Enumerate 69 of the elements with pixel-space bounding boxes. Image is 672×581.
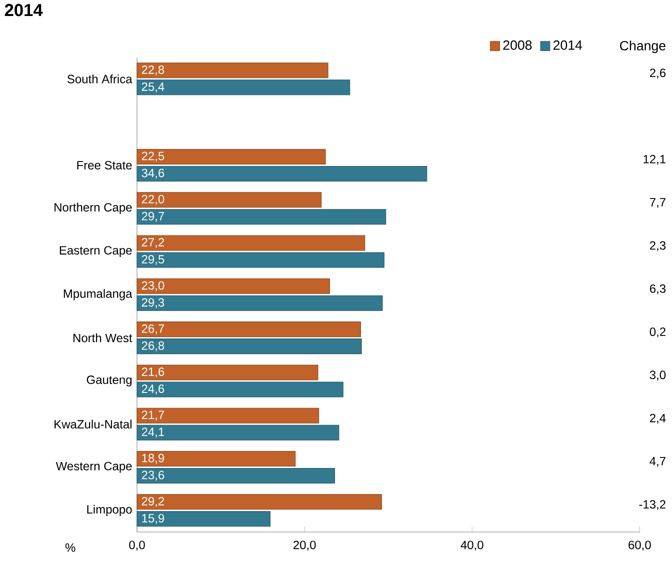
bar <box>136 338 362 354</box>
text: Change <box>620 40 666 54</box>
x-tick-label: 40,0 <box>460 540 484 551</box>
data-label: 21,6 <box>142 368 164 378</box>
bar <box>136 468 335 484</box>
y-tick-label: North West <box>73 333 132 342</box>
data-label: 15,9 <box>142 514 164 524</box>
y-tick-label: Northern Cape <box>54 202 132 214</box>
data-label: 23,0 <box>142 281 164 292</box>
bar <box>136 192 322 208</box>
bar <box>136 235 366 251</box>
text: 12,1 <box>644 154 666 165</box>
bar <box>136 252 384 268</box>
data-label: 21,7 <box>142 410 164 421</box>
y-tick-label: Free State <box>77 160 132 170</box>
bar <box>136 80 350 96</box>
data-label: 24,1 <box>142 428 164 438</box>
data-label: 22,5 <box>142 152 164 162</box>
legend-label: 2008 <box>503 40 532 50</box>
text: 3,0 <box>650 370 666 381</box>
x-axis-title: % <box>65 543 76 552</box>
bar <box>136 148 326 164</box>
data-label: 26,7 <box>142 324 164 334</box>
data-label: 18,9 <box>142 454 164 464</box>
bar <box>136 322 361 338</box>
legend-label: 2014 <box>553 40 582 50</box>
text: 2,6 <box>650 68 666 79</box>
y-tick-label: Mpumalanga <box>64 289 132 300</box>
chart-title: 2014 <box>4 4 43 16</box>
y-tick-label: Western Cape <box>56 462 132 473</box>
x-tick-label: 20,0 <box>293 540 316 551</box>
data-label: 29,3 <box>142 298 164 308</box>
bar <box>136 382 344 398</box>
x-tick-label: 60,0 <box>628 540 651 551</box>
y-tick-label: Eastern Cape <box>60 246 132 257</box>
text: 0,2 <box>650 328 666 338</box>
bar <box>136 364 318 380</box>
x-tick-label: 0,0 <box>129 540 145 551</box>
bar <box>136 278 330 294</box>
bar <box>136 450 296 467</box>
bar <box>136 408 320 424</box>
data-label: 23,6 <box>142 470 164 481</box>
text: 2,3 <box>650 241 666 252</box>
bar <box>136 166 428 182</box>
y-tick-label: Limpopo <box>87 504 132 516</box>
bar <box>136 511 270 527</box>
bar <box>136 209 386 225</box>
data-label: 29,7 <box>142 212 164 222</box>
data-label: 27,2 <box>142 238 164 248</box>
text: 4,7 <box>650 457 666 467</box>
bar <box>136 494 382 510</box>
y-tick-label: South Africa <box>67 74 132 84</box>
data-label: 25,4 <box>142 82 164 92</box>
y-tick-label: KwaZulu-Natal <box>54 420 132 429</box>
bar <box>136 295 383 311</box>
data-label: 29,5 <box>142 255 164 265</box>
data-label: 24,6 <box>142 384 164 394</box>
annotation: -13,2 <box>639 500 666 510</box>
text: 2,4 <box>650 414 666 424</box>
data-label: 29,2 <box>142 496 164 507</box>
data-label: 22,0 <box>142 194 164 205</box>
data-label: 26,8 <box>142 341 164 352</box>
y-tick-label: Gauteng <box>86 376 132 386</box>
bar <box>136 62 328 78</box>
text: 7,7 <box>650 198 666 208</box>
data-label: 22,8 <box>142 65 164 76</box>
data-label: 34,6 <box>142 168 164 179</box>
text: 6,3 <box>650 284 666 294</box>
bar <box>136 424 340 440</box>
